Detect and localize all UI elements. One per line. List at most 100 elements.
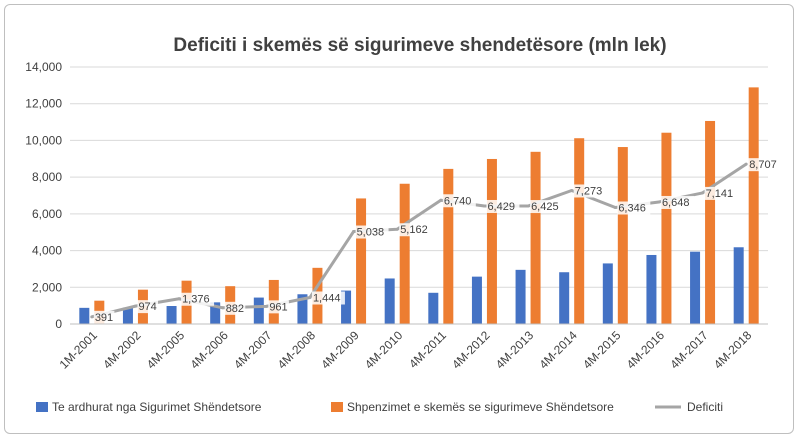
y-axis: 0 2,000 4,000 6,000 8,000 10,000 12,000 14,000 (25, 60, 62, 331)
expense-bar (399, 183, 410, 324)
revenue-bar (690, 251, 701, 324)
deficit-data-label: 7,273 (575, 185, 603, 197)
legend-label: Deficiti (687, 400, 723, 414)
data-label-bg (573, 184, 607, 198)
deficit-point (221, 306, 225, 310)
revenue-bar (733, 247, 744, 324)
x-tick-label: 4M-2012 (449, 328, 493, 372)
deficit-data-label: 1,376 (182, 294, 210, 306)
data-label-bg (486, 199, 520, 213)
data-label-bg (442, 194, 476, 208)
data-label-bg (93, 310, 115, 324)
data-labels: 391 974 1,376 882 961 1,444 5,038 5,162 6,740 6,4… (93, 158, 782, 324)
y-tick-label: 12,000 (25, 97, 62, 111)
deficit-data-label: 7,141 (706, 188, 734, 200)
legend: Te ardhurat nga Sigurimet Shëndetsore Shp… (36, 400, 723, 414)
deficit-data-label: 6,346 (618, 203, 646, 215)
deficit-point (308, 295, 312, 299)
y-tick-label: 6,000 (32, 207, 62, 221)
deficit-data-label: 6,740 (444, 195, 472, 207)
x-tick-label: 4M-2018 (711, 328, 755, 372)
legend-swatch (36, 402, 48, 412)
bars (79, 87, 759, 324)
x-axis: 1M-2001 4M-2002 4M-2005 4M-2006 4M-2007 4M-20… (57, 323, 768, 372)
deficit-point (90, 315, 94, 319)
revenue-bar (559, 272, 570, 324)
expense-bar (486, 158, 497, 324)
deficit-point (701, 191, 705, 195)
deficit-data-label: 882 (226, 303, 244, 315)
revenue-bar (602, 263, 613, 324)
x-tick-label: 4M-2008 (275, 328, 319, 372)
deficit-data-label: 961 (269, 301, 287, 313)
data-label-bg (268, 300, 289, 314)
x-tick-label: 4M-2015 (580, 328, 624, 372)
deficit-data-label: 5,038 (357, 227, 385, 239)
legend-label: Shpenzimet e skemës se sigurimeve Shënde… (347, 400, 614, 414)
revenue-bar (341, 290, 352, 324)
data-label-bg (224, 301, 246, 315)
x-tick-label: 4M-2009 (318, 328, 362, 372)
expense-bar (530, 151, 541, 324)
expense-bar (705, 120, 716, 324)
x-tick-label: 4M-2011 (406, 328, 449, 371)
deficit-point (657, 200, 661, 204)
data-label-bg (137, 300, 159, 314)
data-label-bg (355, 225, 389, 239)
y-tick-label: 14,000 (25, 60, 62, 74)
deficit-point (613, 206, 617, 210)
deficit-point (177, 297, 181, 301)
revenue-bar (122, 307, 133, 324)
deficit-point (570, 188, 574, 192)
revenue-bar (79, 307, 90, 324)
x-tick-label: 1M-2001 (57, 328, 101, 372)
revenue-bar (471, 276, 482, 324)
deficit-data-label: 6,648 (662, 197, 690, 209)
data-label-bg (748, 158, 782, 172)
y-tick-label: 0 (55, 317, 62, 331)
deficit-point (133, 304, 137, 308)
revenue-bar (428, 292, 439, 324)
x-tick-label: 4M-2007 (231, 328, 275, 372)
legend-swatch (331, 402, 343, 412)
expense-bar (748, 87, 759, 324)
revenue-bar (253, 297, 264, 324)
x-tick-label: 4M-2016 (624, 328, 668, 372)
x-tick-label: 4M-2010 (362, 328, 406, 372)
deficit-point (526, 204, 530, 208)
data-label-bg (704, 186, 738, 200)
revenue-bar (210, 302, 221, 324)
deficit-point (744, 162, 748, 166)
x-tick-label: 4M-2013 (493, 328, 537, 372)
expense-bar (574, 138, 585, 324)
data-label-bg (530, 200, 564, 214)
expense-bar (356, 198, 367, 324)
revenue-bar (297, 294, 308, 324)
revenue-bar (384, 278, 395, 324)
chart-title: Deficiti i skemës së sigurimeve shendetë… (173, 35, 666, 56)
deficit-data-label: 5,162 (400, 224, 428, 236)
deficit-point (439, 198, 443, 202)
y-tick-label: 10,000 (25, 133, 62, 147)
x-tick-label: 4M-2005 (144, 328, 188, 372)
deficit-data-label: 6,425 (531, 201, 559, 213)
expense-bar (661, 132, 672, 324)
deficit-data-label: 8,707 (749, 159, 777, 171)
deficit-point (264, 304, 268, 308)
data-label-bg (181, 292, 215, 306)
y-tick-label: 8,000 (32, 170, 62, 184)
x-tick-label: 4M-2014 (536, 328, 580, 372)
expense-bar (617, 147, 628, 324)
deficit-point (482, 204, 486, 208)
y-tick-label: 4,000 (32, 244, 62, 258)
legend-label: Te ardhurat nga Sigurimet Shëndetsore (52, 400, 262, 414)
revenue-bar (646, 254, 657, 324)
y-tick-label: 2,000 (32, 280, 62, 294)
data-label-bg (311, 291, 345, 305)
x-tick-label: 4M-2017 (667, 328, 711, 372)
deficit-data-label: 974 (138, 301, 156, 313)
data-label-bg (399, 223, 433, 237)
revenue-bar (515, 269, 526, 324)
deficit-data-label: 391 (95, 312, 113, 324)
